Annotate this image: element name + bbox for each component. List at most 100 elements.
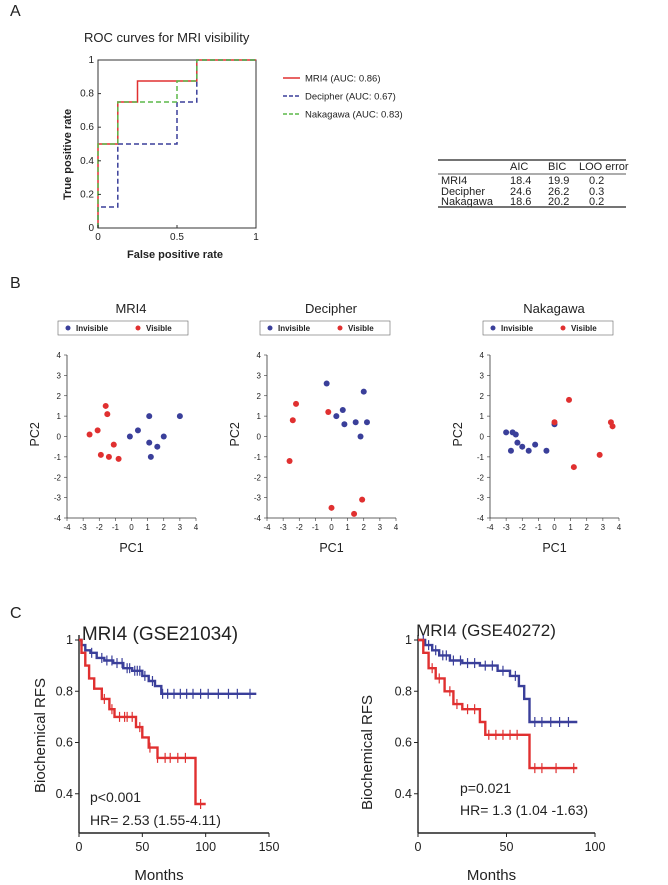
pca-nakagawa-xtick-label: 1 xyxy=(568,523,573,532)
km-gse21034-ytick-label: 0.4 xyxy=(56,787,73,801)
pca-nakagawa-legend-marker xyxy=(490,325,496,331)
pca-nakagawa-xtick-label: -3 xyxy=(503,523,511,532)
pca-decipher-ytick-label: 1 xyxy=(257,412,262,421)
pca-nakagawa-point xyxy=(512,431,519,438)
pca-nakagawa-point xyxy=(514,439,521,446)
roc-ytick-label: 0.8 xyxy=(80,89,94,100)
pca-decipher-legend-box xyxy=(259,320,391,336)
pca-nakagawa-ytick-label: -3 xyxy=(477,494,485,503)
pca-nakagawa-point xyxy=(570,464,577,471)
pca-nakagawa-xtick-label: -2 xyxy=(519,523,527,532)
table-cell: 26.2 xyxy=(548,186,569,198)
pca-mri4-xtick-label: -3 xyxy=(80,523,88,532)
pca-mri4-point xyxy=(154,443,161,450)
pca-mri4-point xyxy=(105,453,112,460)
roc-ylabel: True positive rate xyxy=(62,109,74,200)
pca-nakagawa-point xyxy=(507,447,514,454)
pca-decipher-xtick-label: -3 xyxy=(280,523,288,532)
pca-nakagawa-point xyxy=(519,443,526,450)
km-gse40272-xtick-label: 100 xyxy=(585,840,606,854)
pca-nakagawa-point xyxy=(596,451,603,458)
pca-nakagawa-ytick-label: 2 xyxy=(480,392,485,401)
pca-mri4-point xyxy=(104,411,111,418)
pca-decipher-ytick-label: -4 xyxy=(254,514,262,523)
km-gse40272-ylabel: Biochemical RFS xyxy=(359,695,376,810)
km-gse40272-ytick-label: 0.8 xyxy=(395,684,412,698)
roc-xtick-label: 1 xyxy=(253,232,259,243)
pca-nakagawa-point xyxy=(543,447,550,454)
pca-mri4-point xyxy=(147,453,154,460)
pca-nakagawa-xtick-label: -4 xyxy=(486,523,494,532)
km-gse21034-xtick-label: 100 xyxy=(195,840,216,854)
pca-mri4-xtick-label: -2 xyxy=(96,523,104,532)
roc-legend: MRI4 (AUC: 0.86) Decipher (AUC: 0.67) Naka… xyxy=(283,74,403,121)
pca-nakagawa-title: Nakagawa xyxy=(523,301,585,316)
pca-nakagawa-ytick-label: -2 xyxy=(477,473,485,482)
km-gse21034-ytick-label: 0.6 xyxy=(56,736,73,750)
pca-mri4-ytick-label: 2 xyxy=(57,392,62,401)
pca-mri4-ytick-label: 0 xyxy=(57,433,62,442)
km-panels: MRI4 (GSE21034)0.40.60.810 50 100 150Months… xyxy=(32,621,605,884)
table-row-name: MRI4 xyxy=(441,175,467,187)
pca-mri4-title: MRI4 xyxy=(115,301,146,316)
pca-mri4-point xyxy=(102,402,109,409)
pca-mri4-ylabel: PC2 xyxy=(28,422,42,446)
pca-decipher-point xyxy=(360,388,367,395)
pca-decipher-point xyxy=(333,413,340,420)
pca-mri4-point xyxy=(97,451,104,458)
roc-legend-label: MRI4 (AUC: 0.86) xyxy=(305,74,381,85)
pca-mri4-legend-marker xyxy=(135,325,141,331)
pca-nakagawa-xlabel: PC1 xyxy=(542,541,566,555)
km-gse40272-chart: MRI4 (GSE40272) 0.4 0.6 0.8 1 0 50 100 Months Bio… xyxy=(359,621,605,884)
km-gse40272-curve-high-risk xyxy=(418,638,578,770)
pca-decipher-point xyxy=(357,433,364,440)
table-row-name: Decipher xyxy=(441,186,485,198)
pca-nakagawa-xtick-label: -1 xyxy=(535,523,543,532)
pca-mri4-legend-label: Visible xyxy=(146,324,172,333)
roc-xtick-label: 0 xyxy=(95,232,101,243)
pca-decipher-point xyxy=(341,421,348,428)
pca-mri4-point xyxy=(146,413,153,420)
table-cell: 0.2 xyxy=(589,175,604,187)
pca-nakagawa-legend-marker xyxy=(560,325,566,331)
pca-mri4-point xyxy=(115,455,122,462)
km-gse40272-xtick-label: 0 xyxy=(415,840,422,854)
pca-nakagawa-legend-label: Invisible xyxy=(501,324,534,333)
km-gse21034-xlabel: Months xyxy=(134,867,183,884)
pca-decipher-legend-label: Visible xyxy=(348,324,374,333)
pca-mri4-xlabel: PC1 xyxy=(119,541,143,555)
pca-decipher-ylabel: PC2 xyxy=(228,422,242,446)
pca-nakagawa-xtick-label: 2 xyxy=(585,523,590,532)
km-gse21034-xtick-label: 150 xyxy=(259,840,280,854)
pca-decipher-xtick-label: -4 xyxy=(263,523,271,532)
pca-decipher-legend-label: Invisible xyxy=(278,324,311,333)
km-gse21034-xtick-label: 0 xyxy=(76,840,83,854)
pca-nakagawa-xtick-label: 4 xyxy=(617,523,622,532)
pca-decipher-point xyxy=(359,496,366,503)
km-gse21034-ylabel: Biochemical RFS xyxy=(32,678,49,793)
km-gse21034-xtick-label: 50 xyxy=(135,840,149,854)
pca-nakagawa-point xyxy=(566,396,573,403)
pca-decipher-xtick-label: 4 xyxy=(394,523,399,532)
km-gse21034-chart: MRI4 (GSE21034) 0.4 0.6 0.8 1 0 50 100 150 Months… xyxy=(32,624,279,884)
table-header-bic: BIC xyxy=(548,161,566,173)
pca-decipher-xtick-label: 3 xyxy=(378,523,383,532)
pca-mri4-point xyxy=(94,427,101,434)
pca-nakagawa-ytick-label: 3 xyxy=(480,371,485,380)
km-gse40272-ytick-label: 1 xyxy=(405,633,412,647)
pca-mri4-ytick-label: -2 xyxy=(54,473,62,482)
km-gse40272-ytick-label: 0.6 xyxy=(395,736,412,750)
pca-mri4-xtick-label: -1 xyxy=(112,523,120,532)
pca-decipher-ytick-label: 4 xyxy=(257,351,262,360)
pca-mri4-point xyxy=(126,433,133,440)
pca-decipher-chart: Decipher Invisible Visible -4-4 -3 -3 -2 -2 -1 -1… xyxy=(228,301,399,555)
table-cell: 18.4 xyxy=(510,175,531,187)
pca-decipher-ytick-label: 2 xyxy=(257,392,262,401)
roc-legend-label: Nakagawa (AUC: 0.83) xyxy=(305,110,403,121)
pca-decipher-ytick-label: -1 xyxy=(254,453,262,462)
pca-decipher-xtick-label: 0 xyxy=(329,523,334,532)
pca-nakagawa-ytick-label: 1 xyxy=(480,412,485,421)
pca-nakagawa-point xyxy=(503,429,510,436)
roc-ytick-label: 0.2 xyxy=(80,189,94,200)
